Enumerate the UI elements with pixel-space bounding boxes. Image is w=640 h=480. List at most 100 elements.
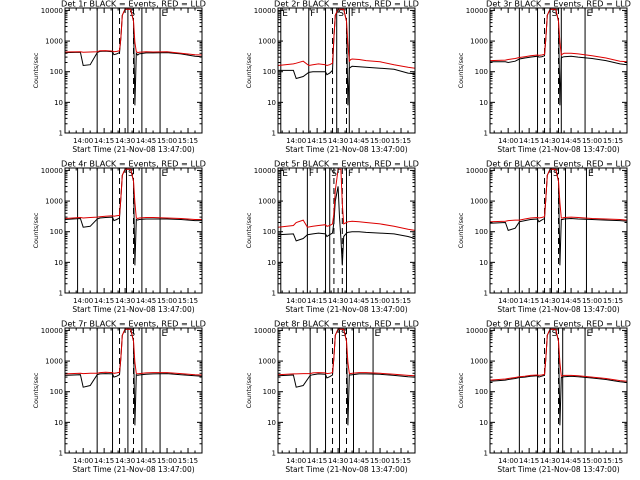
panel-title: Det 3r BLACK = Events, RED = LLD	[486, 0, 631, 9]
y-tick-label: 100	[475, 228, 488, 236]
x-tick-label: 14:45	[561, 457, 581, 465]
x-tick-label: 14:15	[94, 137, 114, 145]
x-tick-label: 14:00	[498, 297, 518, 305]
x-tick-label: 14:15	[519, 457, 539, 465]
x-tick-label: 14:00	[73, 297, 93, 305]
y-tick-label: 1000	[45, 358, 63, 366]
y-axis-label: Counts/sec	[32, 52, 40, 88]
x-tick-label: 15:00	[370, 457, 390, 465]
panel-title: Det 8r BLACK = Events, RED = LLD	[274, 319, 419, 329]
x-tick-label: 14:45	[349, 457, 369, 465]
time-marker-label: F	[351, 9, 356, 19]
x-tick-label: 15:15	[178, 297, 198, 305]
x-tick-label: 14:30	[115, 457, 135, 465]
x-tick-label: 15:00	[582, 297, 602, 305]
x-tick-label: 15:00	[157, 297, 177, 305]
y-tick-label: 10	[479, 99, 488, 107]
x-tick-label: 14:30	[115, 137, 135, 145]
y-tick-label: 1	[59, 450, 63, 458]
panel-title: Det 4r BLACK = Events, RED = LLD	[61, 159, 206, 169]
y-tick-label: 10	[54, 99, 63, 107]
x-tick-label: 14:00	[498, 137, 518, 145]
y-tick-label: 1	[272, 290, 276, 298]
x-tick-label: 15:15	[603, 457, 623, 465]
y-axis-label: Counts/sec	[245, 52, 253, 88]
x-tick-label: 15:15	[603, 137, 623, 145]
x-tick-label: 14:45	[349, 137, 369, 145]
y-tick-label: 100	[475, 68, 488, 76]
x-tick-label: 14:45	[349, 297, 369, 305]
x-tick-label: 14:30	[328, 137, 348, 145]
y-tick-label: 100	[263, 228, 276, 236]
y-tick-label: 10000	[41, 327, 63, 335]
plot-frame	[489, 7, 628, 134]
plot-frame	[277, 327, 416, 454]
y-tick-label: 10000	[466, 167, 488, 175]
time-marker-label: E	[375, 329, 381, 339]
y-tick-label: 1000	[258, 358, 276, 366]
x-tick-label: 15:15	[391, 297, 411, 305]
y-tick-label: 1000	[45, 198, 63, 206]
plot-frame	[277, 7, 416, 134]
y-tick-label: 1	[59, 290, 63, 298]
plot-frame	[64, 7, 203, 134]
x-tick-label: 15:00	[157, 137, 177, 145]
x-tick-label: 15:15	[178, 457, 198, 465]
x-tick-label: 14:30	[115, 297, 135, 305]
time-marker-label: S	[338, 9, 344, 19]
y-tick-label: 10	[267, 99, 276, 107]
x-axis-label: Start Time (21-Nov-08 13:47:00)	[285, 145, 407, 154]
panel-title: Det 1r BLACK = Events, RED = LLD	[61, 0, 206, 9]
x-axis-label: Start Time (21-Nov-08 13:47:00)	[497, 145, 619, 154]
y-tick-label: 1000	[258, 198, 276, 206]
panel-title: Det 7r BLACK = Events, RED = LLD	[61, 319, 206, 329]
x-tick-label: 15:15	[391, 137, 411, 145]
x-tick-label: 14:30	[540, 297, 560, 305]
x-tick-label: 14:30	[540, 137, 560, 145]
y-axis-label: Counts/sec	[457, 212, 465, 248]
x-tick-label: 14:15	[519, 297, 539, 305]
y-tick-label: 1	[484, 290, 488, 298]
y-tick-label: 100	[50, 388, 63, 396]
time-marker-label: E	[162, 9, 168, 19]
x-axis-label: Start Time (21-Nov-08 13:47:00)	[497, 305, 619, 314]
x-axis-label: Start Time (21-Nov-08 13:47:00)	[285, 305, 407, 314]
y-tick-label: 1000	[258, 38, 276, 46]
time-marker-label: S	[552, 9, 558, 19]
y-tick-label: 10	[54, 259, 63, 267]
y-axis-label: Counts/sec	[245, 212, 253, 248]
plot-frame	[277, 167, 416, 294]
panel-title: Det 6r BLACK = Events, RED = LLD	[486, 159, 631, 169]
plot-frame	[64, 167, 203, 294]
y-tick-label: 10000	[254, 7, 276, 15]
y-tick-label: 1	[59, 130, 63, 138]
x-tick-label: 14:45	[136, 297, 156, 305]
time-marker-label: S	[129, 329, 135, 339]
x-tick-label: 14:15	[94, 457, 114, 465]
y-tick-label: 1000	[470, 358, 488, 366]
y-tick-label: 100	[50, 68, 63, 76]
time-marker-label: F	[309, 169, 314, 179]
y-tick-label: 10000	[466, 7, 488, 15]
x-tick-label: 14:00	[286, 137, 306, 145]
y-tick-label: 1	[484, 450, 488, 458]
x-axis-label: Start Time (21-Nov-08 13:47:00)	[285, 465, 407, 474]
panel-title: Det 2r BLACK = Events, RED = LLD	[274, 0, 419, 9]
x-tick-label: 15:15	[603, 297, 623, 305]
panel-title: Det 9r BLACK = Events, RED = LLD	[486, 319, 631, 329]
x-tick-label: 14:45	[561, 137, 581, 145]
y-tick-label: 10	[267, 259, 276, 267]
x-tick-label: 14:15	[94, 297, 114, 305]
plot-frame	[64, 327, 203, 454]
time-marker-label: E	[162, 329, 168, 339]
x-tick-label: 15:00	[370, 137, 390, 145]
time-marker-label: E	[282, 9, 288, 19]
